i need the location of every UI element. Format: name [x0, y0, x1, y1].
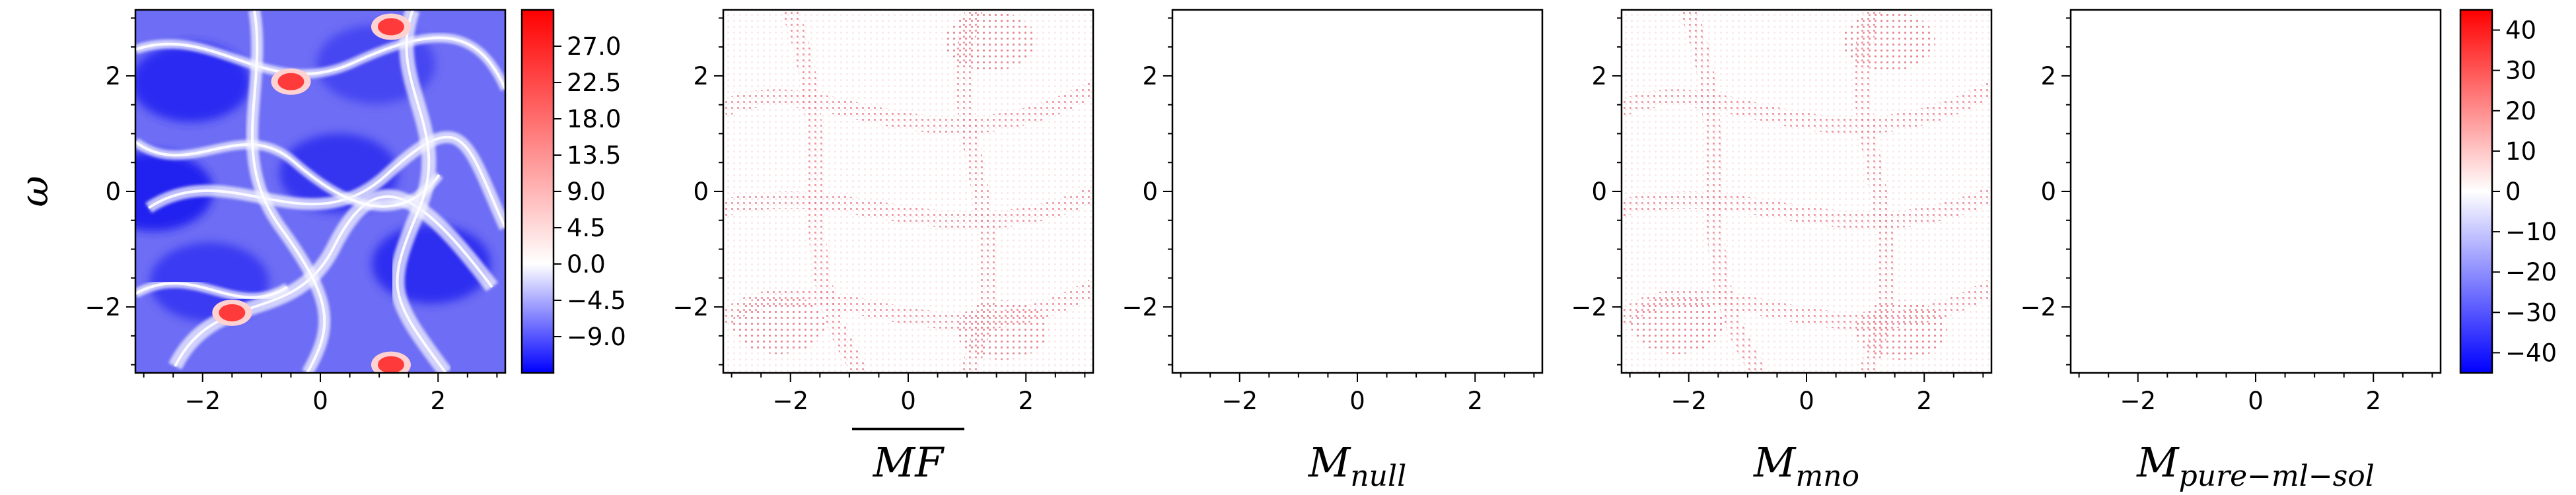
colorbar-tick-label: 13.5 [567, 141, 621, 170]
axes-frame [1171, 9, 1544, 374]
colorbar-tick-label: 30 [2505, 57, 2536, 85]
colorbar: 27.0 22.5 18.0 13.5 9.0 4.5 0.0 −4.5 −9.0 [520, 9, 626, 374]
panel-4: −2 0 2 −2 0 2 Mmno [1571, 9, 1993, 493]
y-tick-label: −2 [1122, 293, 1158, 321]
panel-3: −2 0 2 −2 0 2 Mnull [1122, 9, 1544, 493]
colorbar-tick-label: 0 [2505, 178, 2521, 206]
x-tick-label: −2 [2120, 387, 2156, 415]
axes-frame [2069, 9, 2442, 374]
x-tick-label: 2 [1916, 387, 1932, 415]
error-field [723, 10, 1093, 373]
colorbar-tick-label: 20 [2505, 97, 2536, 125]
x-tick-label: 2 [1018, 387, 1034, 415]
y-tick-label: −2 [672, 293, 709, 321]
x-axis-label: MF [873, 438, 945, 486]
colorbar-tick-label: 10 [2505, 137, 2536, 166]
colorbar-tick-label: 18.0 [567, 105, 621, 133]
vorticity-field [135, 10, 505, 373]
y-tick-label: 0 [105, 178, 121, 206]
colorbar-gradient [2459, 9, 2493, 374]
x-tick-label: 0 [1349, 387, 1365, 415]
colorbar-tick-label: −4.5 [567, 286, 626, 315]
x-tick-label: 0 [2248, 387, 2264, 415]
x-tick-label: 0 [900, 387, 916, 415]
colorbar-gradient [520, 9, 555, 374]
y-tick-label: 2 [105, 62, 121, 90]
x-tick-label: 2 [430, 387, 446, 415]
y-tick-label: 2 [693, 62, 709, 90]
y-tick-label: 0 [1591, 178, 1607, 206]
y-tick-label: −2 [1571, 293, 1607, 321]
y-tick-label: 2 [1591, 62, 1607, 90]
colorbar-tick-label: 9.0 [567, 178, 606, 206]
colorbar: 40 30 20 10 0 −10 −20 −30 −40 [2459, 9, 2557, 374]
y-tick-label: −2 [85, 293, 121, 321]
x-tick-label: 0 [1799, 387, 1814, 415]
x-tick-label: 0 [312, 387, 328, 415]
colorbar-tick-label: −40 [2505, 339, 2557, 367]
colorbar-tick-label: −30 [2505, 298, 2557, 327]
colorbar-tick-label: 40 [2505, 16, 2536, 45]
colorbar-tick-label: −20 [2505, 258, 2557, 286]
colorbar-tick-label: 0.0 [567, 250, 606, 279]
x-tick-label: 2 [1467, 387, 1483, 415]
x-axis-label: Mpure−ml−sol [2136, 438, 2375, 493]
colorbar-tick-label: −10 [2505, 218, 2557, 246]
error-field [1622, 10, 1991, 373]
x-tick-label: −2 [1221, 387, 1258, 415]
y-tick-label: 0 [693, 178, 709, 206]
x-axis-label: Mmno [1753, 438, 1859, 493]
colorbar-tick-label: 27.0 [567, 32, 621, 61]
panel-5: −2 0 2−202Mpure−ml−sol403020100−10−20−30−4… [2020, 9, 2557, 493]
colorbar-tick-label: 22.5 [567, 69, 621, 97]
colorbar-tick-label: −9.0 [567, 323, 626, 351]
x-tick-label: −2 [1670, 387, 1707, 415]
y-tick-label: −2 [2020, 293, 2056, 321]
colorbar-tick-label: 4.5 [567, 214, 606, 242]
y-tick-label: 2 [1142, 62, 1158, 90]
y-axis-label: ω [12, 176, 57, 207]
x-tick-label: −2 [772, 387, 808, 415]
y-tick-label: 0 [1142, 178, 1158, 206]
panel-1: −2 0 2 −2 0 2 ω 27.0 22.5 18.0 13.5 9.0 4.5 0.0 −4.5 −9… [12, 9, 626, 415]
x-axis-label: Mnull [1308, 438, 1406, 493]
y-tick-label: 2 [2040, 62, 2056, 90]
x-tick-label: −2 [184, 387, 221, 415]
x-tick-label: 2 [2365, 387, 2381, 415]
panel-2: −2 0 2 −2 0 2 MF [672, 9, 1094, 486]
y-tick-label: 0 [2040, 178, 2056, 206]
